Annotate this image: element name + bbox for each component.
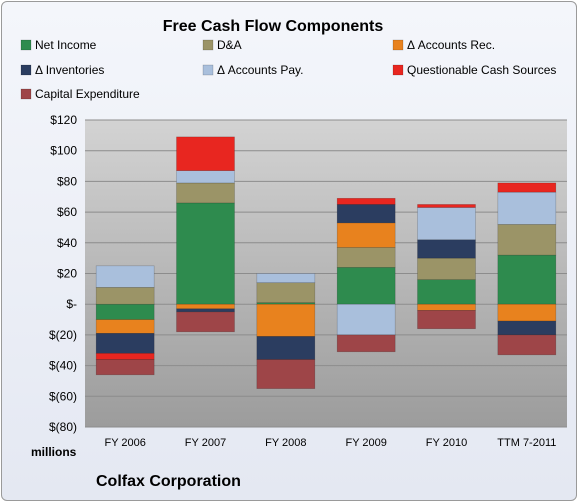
y-tick-label: $(20) (49, 328, 77, 342)
bar-capital-expenditure-fy-2010 (417, 310, 476, 330)
bar-d-a-fy-2006 (95, 287, 155, 305)
legend-label: Net Income (35, 38, 97, 52)
bar-inventories-fy-2006 (95, 333, 155, 354)
bar-accounts-pay-fy-2006 (95, 265, 155, 288)
bar-accounts-pay-fy-2009 (336, 303, 396, 336)
legend-item-capital-expenditure: Capital Expenditure (20, 87, 140, 101)
legend-swatch (202, 39, 214, 51)
bar-d-a-fy-2007 (176, 182, 235, 204)
legend-swatch (20, 64, 32, 76)
legend-label: Capital Expenditure (35, 87, 140, 101)
gridlines (85, 119, 567, 428)
y-tick-label: $(60) (49, 389, 77, 403)
y-tick-label: $(80) (49, 420, 77, 434)
bar-inventories-fy-2009 (336, 204, 396, 224)
x-axis: FY 2006 FY 2007 FY 2008 FY 2009 FY 2010 TTM 7… (104, 437, 556, 449)
bar-net-income-ttm-7-2011 (497, 254, 557, 305)
chart-title: Free Cash Flow Components (163, 18, 384, 35)
bar-capital-expenditure-fy-2008 (256, 359, 316, 389)
y-tick-label: $20 (57, 267, 77, 281)
legend-item-d-a: D&A (202, 38, 242, 52)
legend-swatch (392, 39, 404, 51)
bar-accounts-rec-fy-2007 (176, 303, 235, 310)
company-name: Colfax Corporation (96, 473, 241, 490)
bar-accounts-pay-fy-2007 (176, 170, 235, 184)
legend-swatch (20, 39, 32, 51)
bar-accounts-rec-ttm-7-2011 (497, 303, 557, 322)
y-tick-label: $40 (57, 236, 77, 250)
bar-d-a-fy-2009 (336, 247, 396, 268)
bar-capital-expenditure-fy-2009 (336, 334, 396, 353)
x-tick-label: FY 2007 (185, 437, 226, 449)
bar-capital-expenditure-fy-2006 (95, 359, 155, 376)
bar-accounts-rec-fy-2006 (95, 319, 155, 334)
legend-item-accounts-rec: Δ Accounts Rec. (392, 38, 495, 52)
bar-accounts-rec-fy-2009 (336, 222, 396, 248)
bar-net-income-fy-2009 (336, 267, 396, 305)
x-tick-label: FY 2008 (265, 437, 306, 449)
bar-questionable-cash-sources-fy-2007 (176, 136, 235, 171)
units-label: millions (31, 445, 77, 459)
y-axis: $120 $100 $80 $60 $40 $20 $- $(20) $(40) $(60) $(8… (49, 113, 77, 434)
legend-item-inventories: Δ Inventories (20, 63, 104, 77)
legend-swatch (20, 88, 32, 100)
bar-d-a-fy-2010 (417, 257, 476, 280)
legend-label: Δ Accounts Rec. (407, 38, 495, 52)
bar-net-income-fy-2010 (417, 279, 476, 305)
bar-d-a-fy-2008 (256, 282, 316, 303)
bar-inventories-fy-2008 (256, 336, 316, 360)
bar-capital-expenditure-fy-2007 (176, 311, 235, 333)
bar-inventories-fy-2007 (176, 308, 235, 313)
bars (95, 136, 557, 389)
x-tick-label: FY 2010 (426, 437, 467, 449)
legend-label: Questionable Cash Sources (407, 63, 556, 77)
legend-item-questionable-cash-sources: Questionable Cash Sources (392, 63, 556, 77)
legend-label: Δ Inventories (35, 63, 104, 77)
x-tick-label: TTM 7-2011 (497, 437, 556, 449)
bar-inventories-ttm-7-2011 (497, 320, 557, 336)
x-tick-label: FY 2006 (104, 437, 145, 449)
y-tick-label: $60 (57, 205, 77, 219)
legend-swatch (202, 64, 214, 76)
bar-net-income-fy-2007 (176, 202, 235, 305)
bar-accounts-rec-fy-2008 (256, 303, 316, 337)
x-tick-label: FY 2009 (345, 437, 386, 449)
bar-inventories-fy-2010 (417, 239, 476, 259)
legend-item-accounts-pay: Δ Accounts Pay. (202, 63, 304, 77)
legend-label: D&A (217, 38, 242, 52)
bar-questionable-cash-sources-fy-2010 (417, 204, 476, 208)
y-tick-label: $(40) (49, 359, 77, 373)
bar-questionable-cash-sources-ttm-7-2011 (497, 182, 557, 193)
legend-swatch (392, 64, 404, 76)
bar-questionable-cash-sources-fy-2006 (95, 353, 155, 360)
legend-item-net-income: Net Income (20, 38, 97, 52)
legend-label: Δ Accounts Pay. (217, 63, 304, 77)
bar-net-income-fy-2006 (95, 303, 155, 320)
bar-accounts-rec-fy-2010 (417, 303, 476, 311)
bar-accounts-pay-fy-2010 (417, 207, 476, 241)
bar-questionable-cash-sources-fy-2009 (336, 197, 396, 205)
y-tick-label: $- (66, 297, 77, 311)
bar-capital-expenditure-ttm-7-2011 (497, 334, 557, 356)
y-tick-label: $120 (50, 113, 77, 127)
bar-accounts-pay-ttm-7-2011 (497, 191, 557, 225)
y-tick-label: $80 (57, 174, 77, 188)
legend: Net Income D&A Δ Accounts Rec. Δ Inventorie… (20, 38, 556, 101)
bar-accounts-pay-fy-2008 (256, 273, 316, 284)
y-tick-label: $100 (50, 144, 77, 158)
bar-d-a-ttm-7-2011 (497, 224, 557, 256)
